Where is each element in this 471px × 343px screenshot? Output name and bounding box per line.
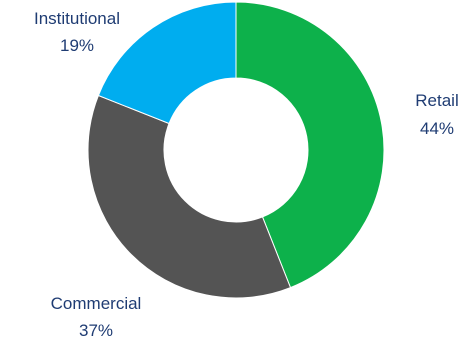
label-institutional-name: Institutional	[34, 9, 120, 28]
slice-commercial	[87, 94, 292, 299]
label-retail-value: 44%	[420, 119, 454, 138]
slice-institutional	[97, 1, 237, 125]
label-institutional-value: 19%	[60, 36, 94, 55]
label-commercial-value: 37%	[79, 321, 113, 340]
donut-slices	[87, 1, 385, 299]
label-retail-name: Retail	[415, 91, 458, 110]
slice-labels: Retail 44% Commercial 37% Institutional …	[34, 9, 459, 340]
label-commercial-name: Commercial	[51, 294, 142, 313]
slice-retail	[235, 1, 385, 289]
